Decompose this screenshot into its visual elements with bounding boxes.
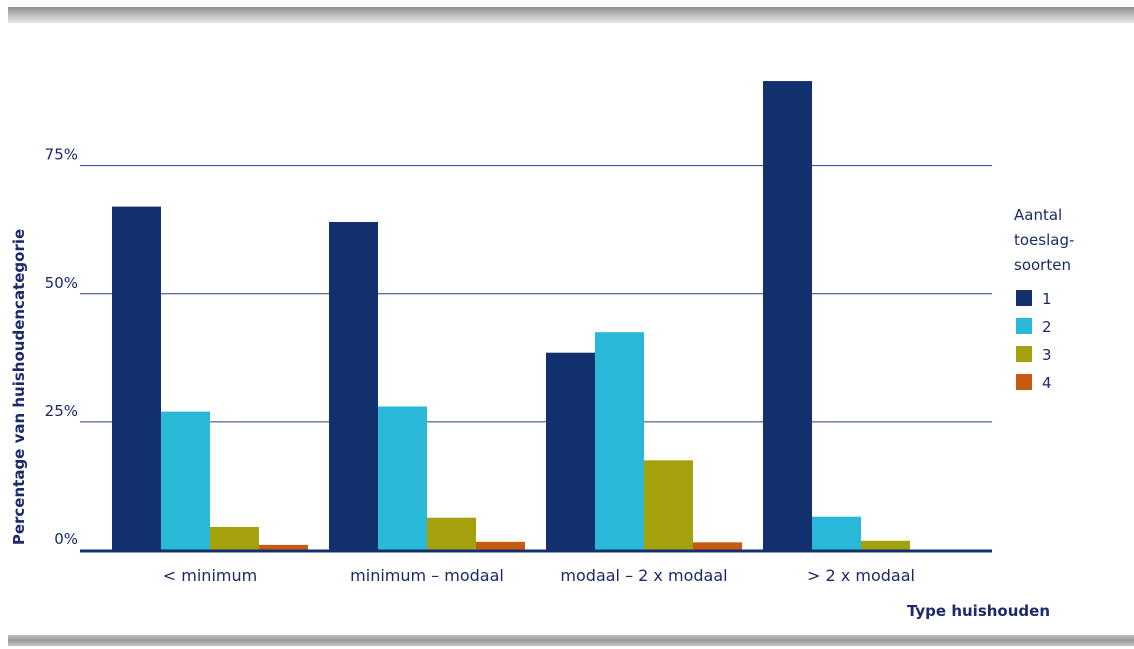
- legend-label-4: 4: [1042, 374, 1052, 392]
- legend-title-line-2: toeslag-: [1014, 231, 1074, 249]
- category-label: > 2 x modaal: [807, 566, 915, 585]
- top-decorative-bar: [8, 7, 1134, 23]
- bar-4-series-1: [763, 81, 812, 550]
- bar-4-series-2: [812, 516, 861, 550]
- legend-swatch-1: [1016, 290, 1032, 306]
- bar-3-series-1: [546, 352, 595, 550]
- category-label: minimum – modaal: [350, 566, 504, 585]
- bottom-decorative-bar: [8, 635, 1134, 646]
- y-tick-label: 0%: [54, 530, 78, 548]
- y-tick-label: 50%: [45, 274, 78, 292]
- category-labels: < minimum minimum – modaal modaal – 2 x mo…: [163, 566, 915, 585]
- bar-3-series-3: [644, 460, 693, 550]
- legend-swatch-4: [1016, 374, 1032, 390]
- bars: [112, 81, 910, 550]
- legend-title-line-1: Aantal: [1014, 206, 1062, 224]
- legend-items: 1 2 3 4: [1016, 290, 1052, 392]
- bar-2-series-2: [378, 406, 427, 550]
- legend-swatch-2: [1016, 318, 1032, 334]
- y-tick-label: 75%: [45, 146, 78, 164]
- bar-1-series-2: [161, 411, 210, 550]
- legend-label-3: 3: [1042, 346, 1052, 364]
- legend-label-2: 2: [1042, 318, 1052, 336]
- bar-1-series-1: [112, 206, 161, 550]
- y-axis-label: Percentage van huishoudencategorie: [10, 229, 28, 545]
- bar-2-series-1: [329, 222, 378, 550]
- bar-3-series-4: [693, 542, 742, 550]
- category-label: modaal – 2 x modaal: [560, 566, 727, 585]
- bar-1-series-3: [210, 526, 259, 550]
- bar-2-series-3: [427, 517, 476, 550]
- bar-4-series-3: [861, 540, 910, 550]
- bar-2-series-4: [476, 541, 525, 550]
- category-label: < minimum: [163, 566, 257, 585]
- y-tick-labels: 0% 25% 50% 75%: [45, 146, 78, 548]
- legend-title-line-3: soorten: [1014, 256, 1071, 274]
- bar-1-series-4: [259, 544, 308, 550]
- x-axis-label: Type huishouden: [907, 602, 1050, 620]
- legend: Aantal toeslag- soorten 1 2 3 4: [1014, 206, 1074, 392]
- gridlines: [80, 165, 992, 423]
- legend-swatch-3: [1016, 346, 1032, 362]
- y-tick-label: 25%: [45, 402, 78, 420]
- legend-label-1: 1: [1042, 290, 1052, 308]
- bar-3-series-2: [595, 332, 644, 550]
